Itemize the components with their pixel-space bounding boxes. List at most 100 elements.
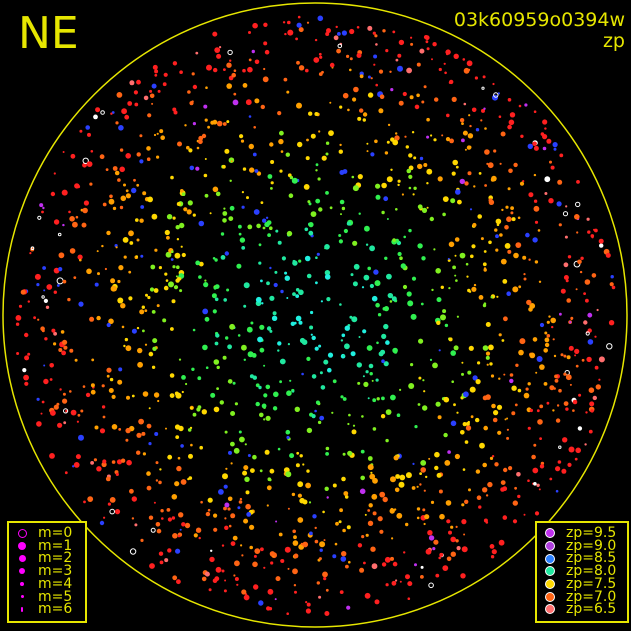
star-marker — [108, 198, 115, 205]
star-marker — [263, 393, 268, 398]
star-marker — [197, 376, 202, 381]
star-marker — [289, 175, 294, 180]
star-marker — [134, 523, 138, 527]
star-marker — [475, 379, 481, 385]
star-marker — [169, 393, 175, 398]
star-marker — [224, 579, 227, 582]
star-marker — [572, 409, 575, 412]
star-marker — [532, 237, 538, 243]
magnitude-symbol-icon — [14, 528, 30, 538]
star-marker — [318, 52, 322, 56]
star-marker — [306, 469, 310, 473]
star-marker — [285, 152, 290, 157]
star-marker — [123, 344, 126, 348]
star-marker — [445, 500, 452, 506]
star-marker — [507, 187, 511, 191]
star-marker — [363, 274, 370, 281]
star-marker — [29, 252, 32, 255]
star-marker — [436, 320, 441, 325]
star-marker — [223, 506, 227, 511]
star-marker — [560, 288, 566, 294]
star-marker — [204, 158, 207, 160]
star-marker — [460, 573, 466, 579]
star-marker — [467, 288, 471, 293]
star-marker — [136, 183, 140, 187]
star-marker — [220, 232, 225, 236]
star-marker — [347, 422, 350, 426]
star-marker — [296, 102, 302, 109]
star-marker — [475, 469, 481, 474]
star-marker — [204, 118, 208, 122]
star-marker — [398, 100, 404, 106]
star-marker — [43, 289, 46, 292]
zp-legend-item: zp=8.5 — [542, 552, 622, 565]
star-marker — [387, 293, 393, 298]
star-marker — [424, 514, 430, 520]
star-marker — [416, 516, 420, 520]
star-marker — [53, 342, 57, 346]
star-marker — [575, 288, 578, 291]
star-marker — [243, 518, 249, 524]
star-marker — [180, 245, 183, 248]
magnitude-legend-item: m=4 — [14, 577, 80, 591]
star-marker — [362, 329, 367, 334]
star-marker — [508, 466, 513, 471]
star-marker — [62, 392, 66, 396]
star-marker — [24, 381, 29, 386]
star-marker — [450, 536, 457, 543]
star-marker — [553, 147, 557, 151]
star-marker — [300, 542, 304, 546]
star-marker — [150, 527, 156, 533]
star-marker — [160, 135, 165, 140]
star-marker — [320, 300, 323, 303]
star-marker — [518, 104, 522, 108]
star-marker — [42, 266, 46, 270]
star-marker — [133, 90, 138, 95]
star-marker — [102, 459, 107, 464]
star-marker — [468, 345, 474, 351]
star-marker — [16, 352, 20, 355]
star-marker — [513, 162, 518, 168]
star-marker — [39, 203, 44, 208]
star-marker — [494, 228, 498, 232]
zp-color-swatch-icon — [542, 604, 558, 615]
star-marker — [422, 508, 426, 512]
star-marker — [76, 420, 79, 423]
star-marker — [417, 204, 423, 210]
star-marker — [339, 105, 343, 109]
star-marker — [353, 86, 359, 93]
star-marker — [129, 241, 134, 245]
star-marker — [583, 292, 586, 295]
star-marker — [501, 339, 505, 342]
star-marker — [585, 411, 588, 414]
star-marker — [577, 259, 582, 265]
star-marker — [40, 412, 43, 415]
star-marker — [450, 551, 456, 557]
star-marker — [61, 189, 68, 196]
star-marker — [252, 561, 258, 568]
star-marker — [90, 389, 96, 395]
star-marker — [350, 351, 356, 357]
star-marker — [114, 509, 121, 515]
star-marker — [490, 555, 495, 559]
star-marker — [384, 556, 391, 563]
star-marker — [544, 192, 548, 195]
star-marker — [156, 304, 160, 308]
star-marker — [583, 320, 588, 325]
star-marker — [213, 513, 218, 518]
star-marker — [454, 237, 460, 242]
star-marker — [238, 232, 242, 236]
star-marker — [180, 479, 187, 485]
star-marker — [212, 309, 217, 314]
star-marker — [213, 359, 220, 365]
star-marker — [109, 194, 113, 199]
star-marker — [469, 124, 472, 128]
star-marker — [146, 146, 151, 151]
star-marker — [550, 165, 555, 170]
star-marker — [314, 409, 317, 413]
star-marker — [286, 435, 290, 440]
star-marker — [493, 92, 499, 98]
star-marker — [338, 520, 342, 524]
star-marker — [137, 361, 144, 368]
